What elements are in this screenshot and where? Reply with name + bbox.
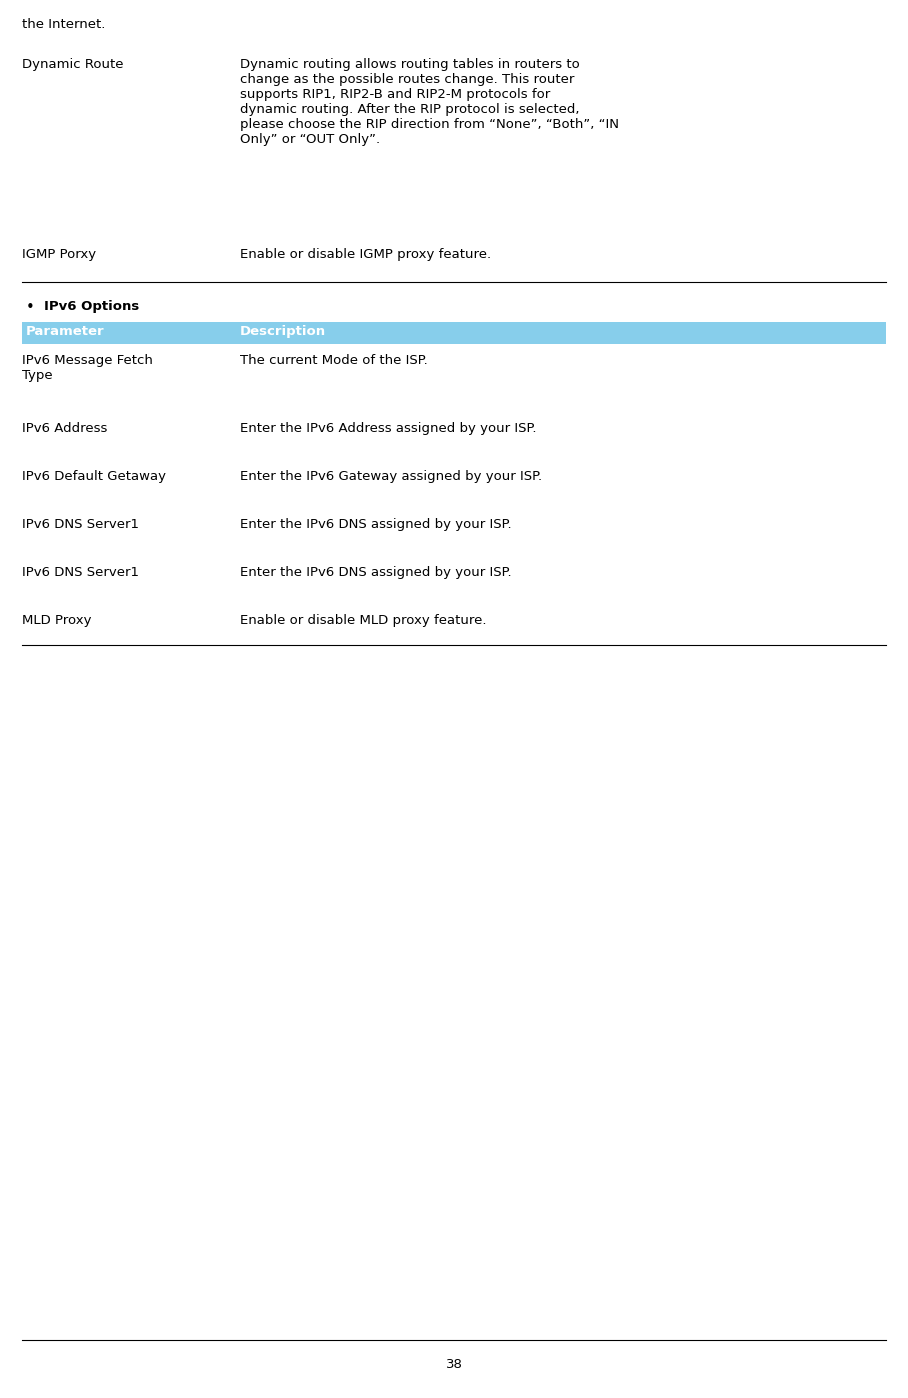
- Text: IGMP Porxy: IGMP Porxy: [22, 247, 96, 261]
- Text: Dynamic routing allows routing tables in routers to
change as the possible route: Dynamic routing allows routing tables in…: [240, 57, 619, 145]
- Text: IPv6 DNS Server1: IPv6 DNS Server1: [22, 519, 139, 531]
- Text: Enter the IPv6 Address assigned by your ISP.: Enter the IPv6 Address assigned by your …: [240, 422, 537, 435]
- Text: the Internet.: the Internet.: [22, 18, 105, 31]
- Text: The current Mode of the ISP.: The current Mode of the ISP.: [240, 354, 428, 368]
- Text: IPv6 Message Fetch
Type: IPv6 Message Fetch Type: [22, 354, 153, 382]
- Text: Description: Description: [240, 324, 326, 338]
- Text: Enter the IPv6 DNS assigned by your ISP.: Enter the IPv6 DNS assigned by your ISP.: [240, 566, 511, 579]
- Text: MLD Proxy: MLD Proxy: [22, 614, 92, 626]
- Text: Enter the IPv6 Gateway assigned by your ISP.: Enter the IPv6 Gateway assigned by your …: [240, 470, 542, 482]
- Text: IPv6 Options: IPv6 Options: [44, 301, 139, 313]
- Text: •: •: [26, 301, 35, 315]
- Text: IPv6 Default Getaway: IPv6 Default Getaway: [22, 470, 166, 482]
- Text: IPv6 DNS Server1: IPv6 DNS Server1: [22, 566, 139, 579]
- Text: 38: 38: [446, 1357, 462, 1371]
- Text: Enable or disable MLD proxy feature.: Enable or disable MLD proxy feature.: [240, 614, 487, 626]
- Bar: [22, 322, 886, 344]
- Text: Dynamic Route: Dynamic Route: [22, 57, 123, 71]
- Text: Enable or disable IGMP proxy feature.: Enable or disable IGMP proxy feature.: [240, 247, 491, 261]
- Text: IPv6 Address: IPv6 Address: [22, 422, 107, 435]
- Text: Parameter: Parameter: [26, 324, 104, 338]
- Text: Enter the IPv6 DNS assigned by your ISP.: Enter the IPv6 DNS assigned by your ISP.: [240, 519, 511, 531]
